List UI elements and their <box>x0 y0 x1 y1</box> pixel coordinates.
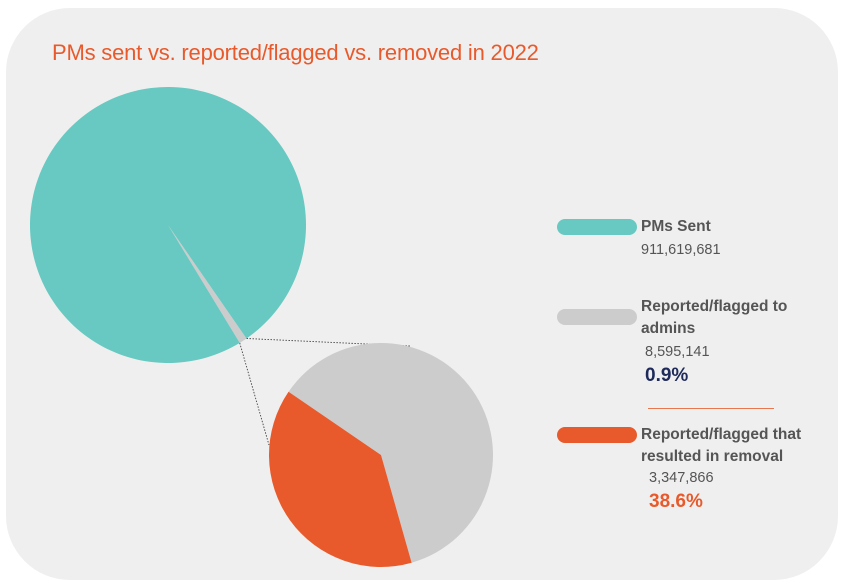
legend-value-pms-sent: 911,619,681 <box>641 242 721 258</box>
sub-pie-slice-removed <box>269 391 412 568</box>
legend-divider <box>648 408 774 409</box>
legend-swatch-reported <box>557 309 637 325</box>
sub-pie <box>269 342 493 568</box>
legend-swatch-pms-sent <box>557 219 637 235</box>
sub-pie-slice-reported <box>288 342 493 563</box>
main-pie <box>30 86 307 363</box>
legend-percent-removed: 38.6% <box>649 491 703 512</box>
chart-title: PMs sent vs. reported/flagged vs. remove… <box>52 40 539 65</box>
legend-percent-reported: 0.9% <box>645 365 689 386</box>
legend-label-pms-sent: PMs Sent <box>641 218 711 235</box>
legend-label-removed: Reported/flagged that resulted in remova… <box>641 426 802 465</box>
legend-value-removed: 3,347,866 <box>649 470 714 486</box>
pie-slice-reported <box>168 225 247 343</box>
legend-value-reported: 8,595,141 <box>645 344 710 360</box>
legend-label-reported: Reported/flagged to admins <box>641 298 788 337</box>
legend-swatch-removed <box>557 427 637 443</box>
connector-line-left <box>239 342 270 446</box>
pie-slice-pms-sent <box>30 86 307 363</box>
